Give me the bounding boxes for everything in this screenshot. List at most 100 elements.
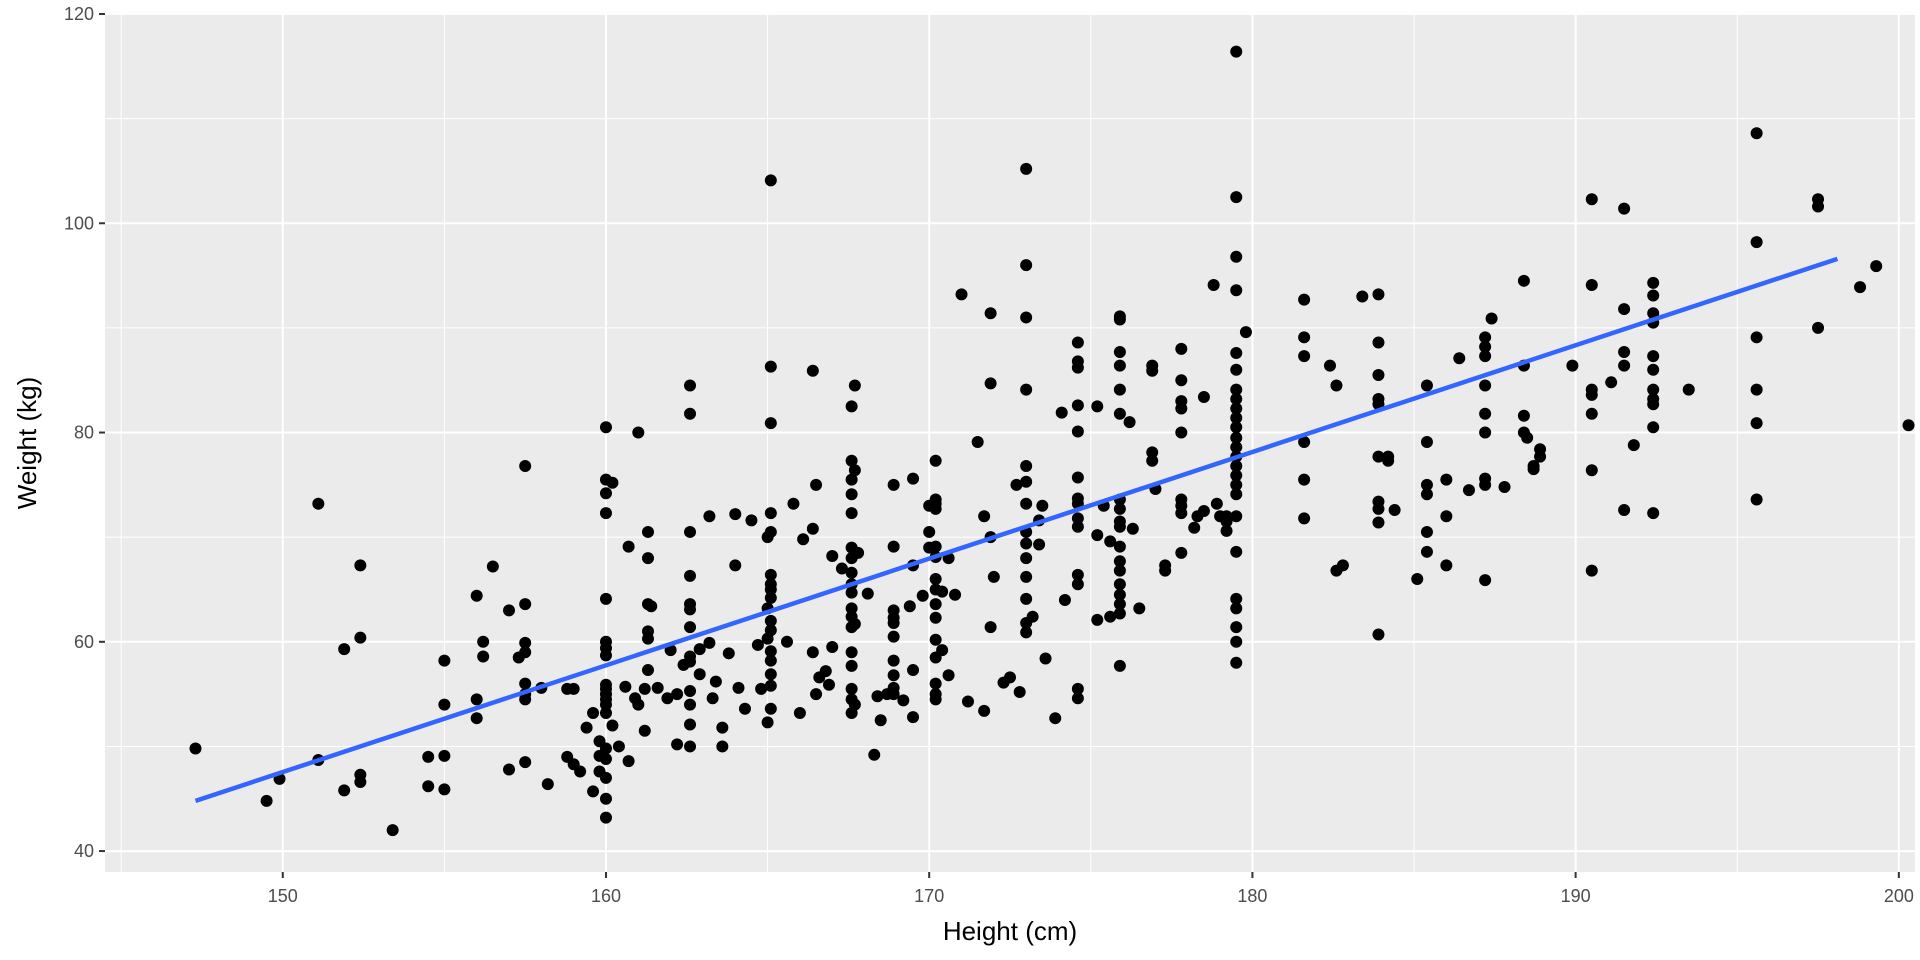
data-point [642, 525, 654, 538]
data-point [1113, 383, 1126, 396]
data-point [716, 740, 729, 753]
data-point [1411, 573, 1424, 586]
data-point [1033, 538, 1046, 551]
data-point [764, 624, 777, 637]
data-point [1026, 610, 1039, 623]
data-point [1440, 473, 1453, 486]
data-point [764, 360, 777, 373]
data-point [806, 364, 819, 377]
data-point [1298, 473, 1311, 486]
data-point [806, 522, 819, 535]
data-point [1020, 552, 1033, 565]
data-point [936, 644, 949, 657]
data-point [978, 704, 991, 717]
x-tick-label: 170 [914, 886, 944, 906]
data-point [1146, 446, 1159, 459]
data-point [1479, 331, 1492, 344]
data-point [1298, 331, 1311, 344]
data-point [1585, 407, 1598, 420]
data-point [780, 635, 793, 648]
data-point [638, 724, 651, 737]
fit-line [194, 256, 1839, 803]
data-point [1647, 350, 1660, 363]
data-point [1420, 525, 1433, 538]
data-point [189, 742, 202, 755]
y-tick-label: 120 [64, 4, 94, 24]
data-point [642, 552, 654, 565]
data-point [1146, 454, 1159, 467]
data-point [738, 702, 751, 715]
data-point [1113, 659, 1126, 672]
data-point [1750, 331, 1763, 344]
data-points [189, 45, 1915, 837]
data-point [751, 638, 764, 651]
x-tick-label: 160 [591, 886, 621, 906]
data-point [612, 740, 625, 753]
data-point [845, 682, 858, 695]
data-point [1230, 478, 1243, 491]
data-point [887, 630, 900, 643]
data-point [1020, 626, 1033, 639]
data-point [1388, 503, 1401, 516]
data-point [338, 643, 351, 656]
data-point [874, 714, 887, 727]
data-point [923, 525, 936, 538]
data-point [929, 502, 942, 515]
data-point [984, 377, 997, 390]
data-point [1647, 421, 1660, 434]
data-point [1188, 521, 1201, 534]
data-point [1618, 303, 1631, 316]
data-point [1175, 546, 1188, 559]
data-point [1113, 607, 1126, 620]
data-point [1230, 402, 1243, 415]
data-point [1534, 443, 1547, 456]
data-point [1071, 399, 1084, 412]
data-point [764, 679, 777, 692]
data-point [1382, 450, 1395, 463]
data-point [1230, 347, 1243, 360]
data-point [887, 688, 900, 701]
data-point [1647, 398, 1660, 411]
data-point [684, 655, 697, 668]
data-point [684, 603, 697, 616]
data-point [1020, 311, 1033, 324]
data-point [819, 665, 832, 678]
data-point [1020, 570, 1033, 583]
data-point [1230, 592, 1243, 605]
data-point [1230, 363, 1243, 376]
data-point [470, 712, 483, 725]
data-point [354, 559, 367, 572]
data-point [599, 706, 612, 719]
data-point [638, 682, 651, 695]
data-point [1420, 488, 1433, 501]
data-point [260, 794, 273, 807]
data-point [1812, 200, 1825, 213]
data-point [1750, 127, 1763, 140]
data-point [1010, 478, 1023, 491]
data-point [764, 525, 777, 538]
data-point [1479, 426, 1492, 439]
data-point [1230, 656, 1243, 669]
data-point [1479, 340, 1492, 353]
data-point [1113, 520, 1126, 533]
data-point [1627, 439, 1640, 452]
data-point [845, 400, 858, 413]
data-point [1527, 463, 1540, 476]
data-point [619, 680, 632, 693]
data-point [1197, 505, 1210, 518]
data-point [1230, 460, 1243, 473]
data-point [1479, 379, 1492, 392]
data-point [871, 690, 884, 703]
data-point [503, 763, 516, 776]
data-point [1647, 289, 1660, 302]
data-point [1175, 374, 1188, 387]
data-point [764, 614, 777, 627]
data-point [868, 748, 881, 761]
data-point [1372, 288, 1385, 301]
data-point [606, 476, 619, 489]
data-point [477, 635, 490, 648]
data-point [810, 478, 823, 491]
data-point [1750, 383, 1763, 396]
data-point [1230, 545, 1243, 558]
data-point [1071, 692, 1084, 705]
